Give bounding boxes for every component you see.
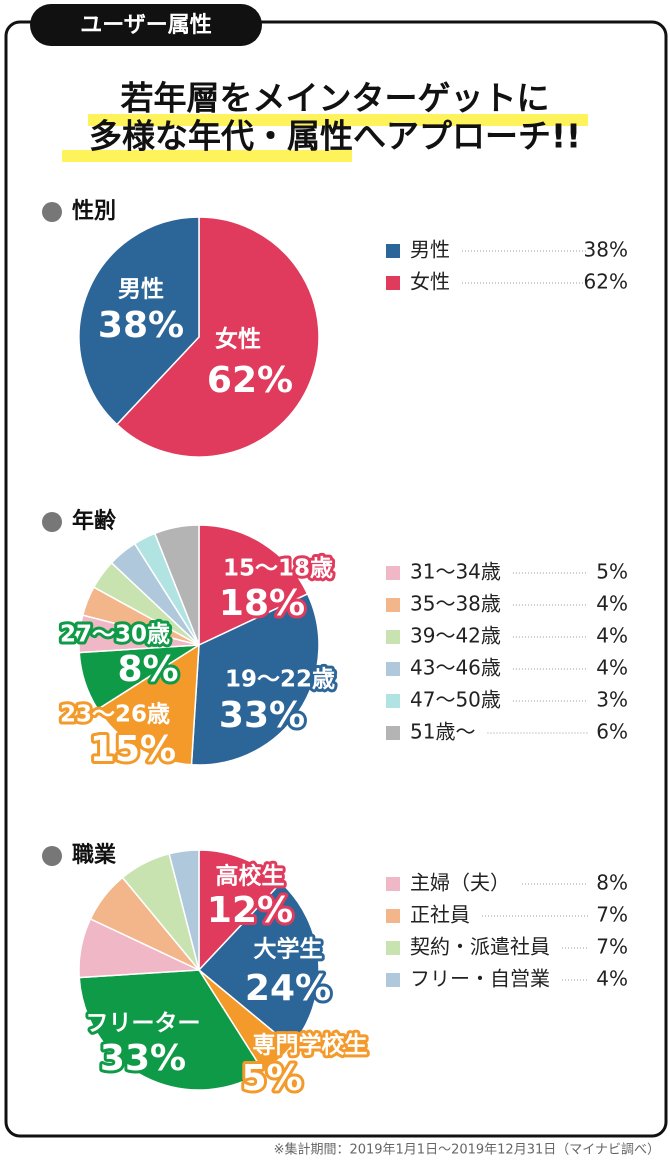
- slice-value: 15%: [90, 729, 176, 770]
- chart-title: 性別: [72, 199, 116, 224]
- slice-name: 大学生: [254, 936, 323, 963]
- legend-value: 62%: [584, 270, 628, 294]
- legend-swatch: [386, 877, 400, 891]
- badge: ユーザー属性: [80, 13, 212, 38]
- slice-name: 男性: [118, 277, 164, 303]
- legend-value: 4%: [596, 656, 628, 680]
- pie-slice: [78, 969, 265, 1091]
- slice-value: 33%: [219, 695, 305, 736]
- highlight: [88, 114, 588, 126]
- footnote: ※集計期間：2019年1月1日〜2019年12月31日（マイナビ調べ）: [274, 1142, 660, 1158]
- legend-swatch: [386, 662, 400, 676]
- slice-value: 8%: [117, 649, 178, 690]
- legend-swatch: [386, 566, 400, 580]
- legend-value: 4%: [596, 967, 628, 991]
- legend-label: 主婦（夫）: [410, 871, 510, 895]
- chart-title: 年齢: [72, 508, 117, 534]
- slice-value: 18%: [219, 583, 305, 624]
- legend-label: 39〜42歳: [410, 624, 501, 648]
- legend-label: 女性: [410, 270, 450, 294]
- legend-swatch: [386, 726, 400, 740]
- slice-value: 62%: [207, 360, 293, 401]
- legend-label: 正社員: [410, 903, 470, 927]
- pie-slice: [168, 849, 200, 971]
- heading-dot: [42, 202, 62, 222]
- legend-label: 43〜46歳: [410, 656, 501, 680]
- legend-swatch: [386, 941, 400, 955]
- legend-label: 51歳〜: [410, 720, 475, 744]
- slice-value: 24%: [245, 968, 331, 1009]
- legend-swatch: [386, 598, 400, 612]
- heading-dot: [42, 846, 62, 866]
- heading-dot: [42, 512, 62, 532]
- legend-swatch: [386, 694, 400, 708]
- slice-name: 専門学校生: [253, 1032, 368, 1059]
- legend-label: 35〜38歳: [410, 592, 501, 616]
- slice-name: 15〜18歳: [223, 556, 333, 582]
- pie-slice: [78, 216, 200, 426]
- pie-slice: [198, 849, 283, 972]
- legend-label: 47〜50歳: [410, 688, 501, 712]
- legend-label: 契約・派遣社員: [410, 935, 550, 959]
- slice-name: フリーター: [86, 1011, 201, 1037]
- legend-swatch: [386, 973, 400, 987]
- legend-label: フリー・自営業: [410, 967, 550, 991]
- chart-title: 職業: [72, 842, 117, 868]
- slice-name: 高校生: [216, 863, 285, 890]
- legend-value: 5%: [596, 560, 628, 584]
- legend-value: 38%: [584, 238, 628, 262]
- slice-value: 38%: [98, 305, 184, 346]
- legend-value: 7%: [596, 935, 628, 959]
- pie-slice: [190, 592, 320, 766]
- legend-label: 男性: [410, 238, 450, 262]
- legend-value: 6%: [596, 720, 628, 744]
- legend-value: 4%: [596, 624, 628, 648]
- legend-swatch: [386, 244, 400, 258]
- slice-name: 23〜26歳: [60, 702, 170, 728]
- pie-slice: [153, 524, 200, 646]
- legend-swatch: [386, 630, 400, 644]
- slice-name: 19〜22歳: [225, 667, 335, 693]
- slice-value: 12%: [207, 890, 293, 931]
- badge-bg: [30, 4, 262, 46]
- legend-value: 4%: [596, 592, 628, 616]
- headline: 多様な年代・属性へアプローチ!!: [89, 117, 581, 156]
- legend-label: 31〜34歳: [410, 560, 501, 584]
- pie-slice: [197, 881, 320, 1048]
- slice-name: 27〜30歳: [60, 622, 170, 648]
- legend-swatch: [386, 276, 400, 290]
- pie-slice: [96, 643, 200, 766]
- slice-value: 5%: [241, 1058, 302, 1099]
- legend-value: 7%: [596, 903, 628, 927]
- pie-slice: [198, 524, 309, 647]
- pie-slice: [115, 216, 320, 458]
- legend-swatch: [386, 909, 400, 923]
- legend-value: 3%: [596, 688, 628, 712]
- highlight: [62, 150, 352, 162]
- slice-name: 女性: [215, 326, 261, 353]
- slice-value: 33%: [100, 1038, 186, 1079]
- headline: 若年層をメインターゲットに: [121, 79, 550, 118]
- legend-value: 8%: [596, 871, 628, 895]
